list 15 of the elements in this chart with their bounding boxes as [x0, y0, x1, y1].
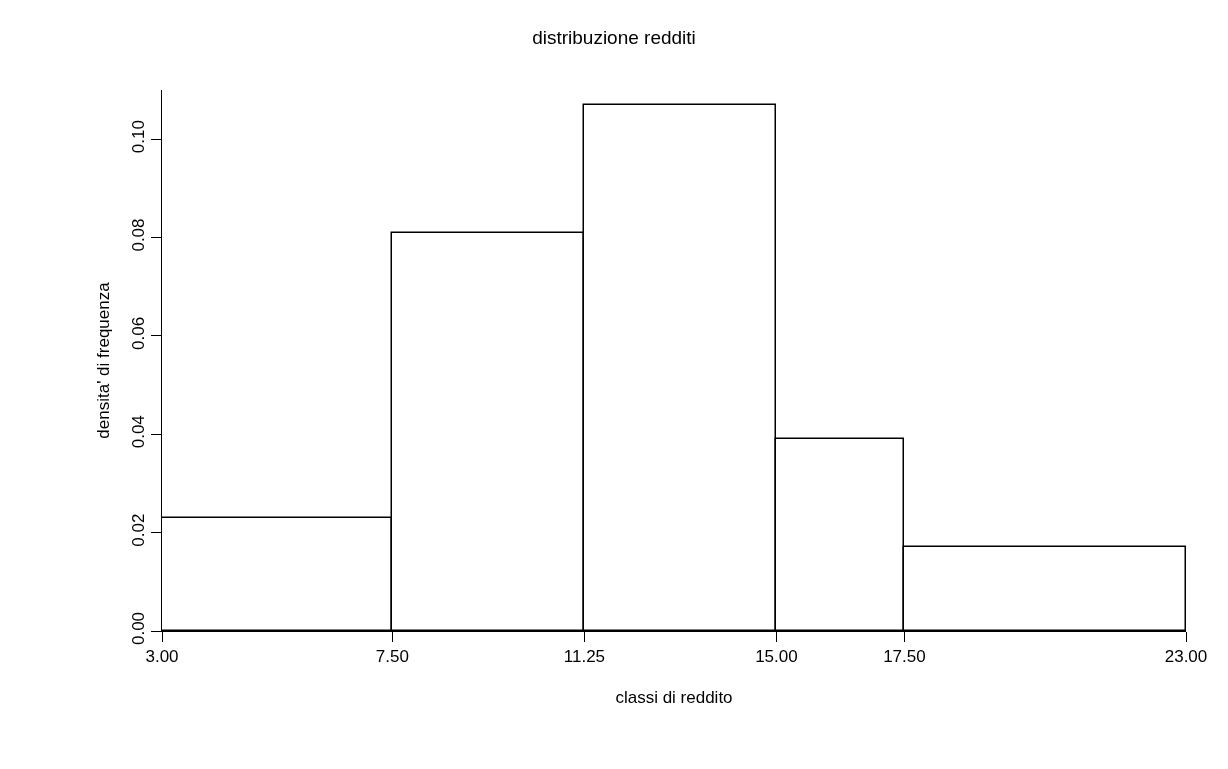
y-tick-label: 0.04	[129, 415, 149, 449]
y-tick-label: 0.06	[129, 316, 149, 350]
y-tick-label: 0.08	[129, 218, 149, 252]
y-tick-label: 0.10	[129, 120, 149, 154]
chart-title: distribuzione redditi	[532, 27, 696, 49]
y-tick-label: 0.02	[129, 513, 149, 547]
x-axis-title: classi di reddito	[615, 687, 733, 707]
x-tick-label: 11.25	[563, 647, 606, 667]
y-tick-label: 0.00	[129, 611, 149, 645]
x-tick-label: 17.50	[883, 647, 926, 667]
x-tick-label: 3.00	[145, 647, 179, 667]
x-tick-label: 23.00	[1164, 647, 1208, 667]
y-axis-title: densita' di frequenza	[93, 281, 113, 439]
x-tick-label: 7.50	[375, 647, 409, 667]
x-tick-label: 15.00	[755, 647, 798, 667]
